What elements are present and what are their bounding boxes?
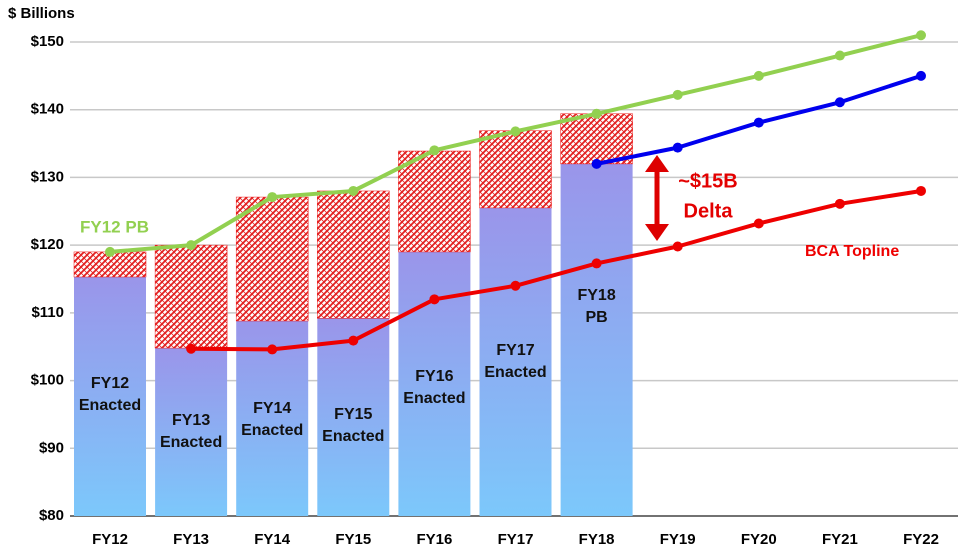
line-point (672, 142, 683, 153)
bar-label: Enacted (241, 422, 303, 439)
y-tick-label: $140 (31, 101, 64, 118)
line-point (916, 30, 926, 41)
annotation: Delta (684, 200, 734, 222)
bar-label: FY18 (577, 287, 615, 304)
series-label: BCA Topline (805, 243, 899, 260)
line-point (591, 108, 602, 119)
line-point (672, 241, 683, 252)
line-point (753, 218, 764, 229)
y-tick-label: $90 (39, 439, 64, 456)
line-point (753, 70, 764, 81)
line-point (267, 192, 278, 203)
line-point (510, 126, 521, 137)
line-point (186, 343, 197, 354)
bar-label: Enacted (322, 428, 384, 445)
bar-label: FY12 (91, 375, 129, 392)
y-tick-label: $80 (39, 507, 64, 524)
bar-label: PB (585, 309, 607, 326)
x-tick-label: FY16 (416, 531, 452, 548)
y-tick-label: $100 (31, 372, 64, 389)
bar-label: Enacted (79, 397, 141, 414)
bar-gap (235, 196, 309, 322)
y-tick-label: $110 (31, 304, 64, 321)
bar-label: FY17 (496, 342, 534, 359)
bar (155, 348, 228, 516)
bar-label: FY13 (172, 412, 210, 429)
x-tick-label: FY17 (498, 531, 534, 548)
bar-gap (560, 113, 633, 165)
bar (317, 318, 390, 516)
line-point (348, 185, 359, 196)
line-point (429, 145, 440, 156)
line-point (186, 240, 197, 251)
bar-label: Enacted (484, 364, 546, 381)
bar-label: Enacted (160, 434, 222, 451)
line-point (916, 70, 926, 81)
bar (479, 207, 552, 516)
bar-gap (398, 150, 471, 253)
line-point (672, 89, 683, 100)
x-tick-label: FY12 (92, 531, 128, 548)
line-point (510, 280, 521, 291)
annotation: ~$15B (678, 170, 738, 192)
x-tick-label: FY14 (254, 531, 291, 548)
bar-label: FY14 (253, 400, 291, 417)
x-tick-label: FY15 (335, 531, 371, 548)
bar-gap (154, 244, 228, 349)
line-point (834, 198, 845, 209)
series-label: FY12 PB (80, 217, 149, 236)
x-tick-label: FY20 (741, 531, 777, 548)
line-point (591, 158, 602, 169)
line-point (348, 335, 359, 346)
line-point (834, 50, 845, 61)
line-point (591, 258, 602, 269)
y-tick-label: $120 (31, 236, 64, 253)
line-point (267, 344, 278, 355)
x-tick-label: FY18 (579, 531, 615, 548)
bar-gap (479, 130, 552, 209)
x-tick-label: FY13 (173, 531, 209, 548)
line-point (753, 117, 764, 128)
y-tick-label: $130 (31, 168, 64, 185)
bar (560, 163, 633, 516)
y-axis-label: $ Billions (8, 5, 75, 22)
delta-arrow (645, 155, 669, 241)
bar-label: FY15 (334, 406, 372, 423)
bar (74, 276, 146, 516)
x-tick-label: FY22 (903, 531, 939, 548)
line-point (834, 97, 845, 108)
x-tick-label: FY19 (660, 531, 696, 548)
line-point (105, 246, 115, 257)
line (191, 188, 922, 352)
bar-label: FY16 (415, 368, 453, 385)
x-tick-label: FY21 (822, 531, 858, 548)
line-point (916, 185, 926, 196)
bar-gap (317, 190, 390, 319)
y-tick-label: $150 (31, 33, 64, 50)
bar-label: Enacted (403, 390, 465, 407)
line-point (429, 294, 440, 305)
